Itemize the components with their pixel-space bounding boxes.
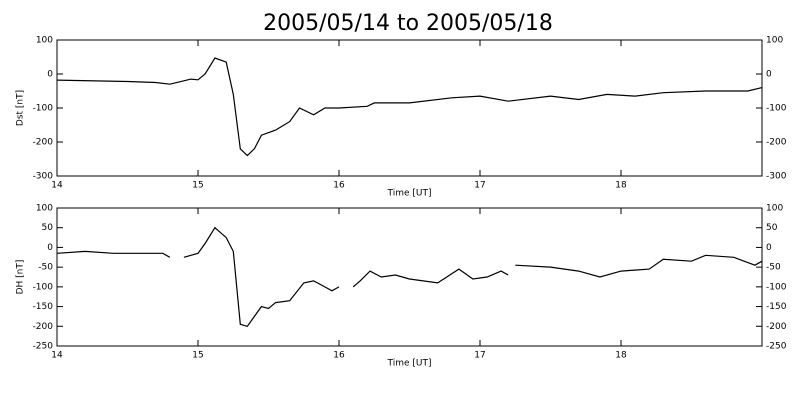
y-tick-label: 100 xyxy=(36,204,53,214)
y2-tick-label: -100 xyxy=(766,104,787,114)
y2-tick-label: -250 xyxy=(766,342,787,352)
y2-tick-label: 0 xyxy=(766,70,772,80)
x-tick-label: 14 xyxy=(51,181,63,191)
y-tick-label: 100 xyxy=(36,36,53,46)
y-axis-label: Dst [nT] xyxy=(16,90,26,126)
y-tick-label: -200 xyxy=(33,322,54,332)
y-tick-label: 50 xyxy=(42,223,54,233)
data-line xyxy=(56,226,763,327)
x-tick-label: 17 xyxy=(474,351,485,361)
y-axis-label: DH [nT] xyxy=(16,260,26,295)
y-tick-label: -250 xyxy=(33,342,54,352)
x-tick-label: 16 xyxy=(333,351,345,361)
x-axis-label: Time [UT] xyxy=(387,189,432,199)
y-tick-label: -300 xyxy=(33,172,54,182)
data-line xyxy=(56,57,763,157)
x-tick-label: 16 xyxy=(333,181,345,191)
y2-tick-label: -200 xyxy=(766,138,787,148)
y2-tick-label: 0 xyxy=(766,243,772,253)
x-tick-label: 18 xyxy=(615,181,627,191)
y-tick-label: -100 xyxy=(33,104,54,114)
x-tick-label: 17 xyxy=(474,181,485,191)
y2-tick-label: 100 xyxy=(766,36,783,46)
plot-frame xyxy=(56,207,763,347)
x-tick-label: 18 xyxy=(615,351,627,361)
y2-tick-label: -50 xyxy=(766,263,781,273)
y-tick-label: -100 xyxy=(33,282,54,292)
y2-tick-label: 100 xyxy=(766,204,783,214)
x-axis-label: Time [UT] xyxy=(387,359,432,369)
y2-tick-label: -150 xyxy=(766,302,787,312)
x-tick-label: 14 xyxy=(51,351,63,361)
chart-title: 2005/05/14 to 2005/05/18 xyxy=(263,11,553,36)
y2-tick-label: -200 xyxy=(766,322,787,332)
y-tick-label: 0 xyxy=(47,243,53,253)
x-tick-label: 15 xyxy=(192,181,203,191)
y-tick-label: -200 xyxy=(33,138,54,148)
y-tick-label: 0 xyxy=(47,70,53,80)
x-tick-label: 15 xyxy=(192,351,203,361)
y2-tick-label: -300 xyxy=(766,172,787,182)
plot-frame xyxy=(56,39,763,177)
y2-tick-label: -100 xyxy=(766,282,787,292)
y2-tick-label: 50 xyxy=(766,223,778,233)
y-tick-label: -50 xyxy=(38,263,53,273)
y-tick-label: -150 xyxy=(33,302,54,312)
